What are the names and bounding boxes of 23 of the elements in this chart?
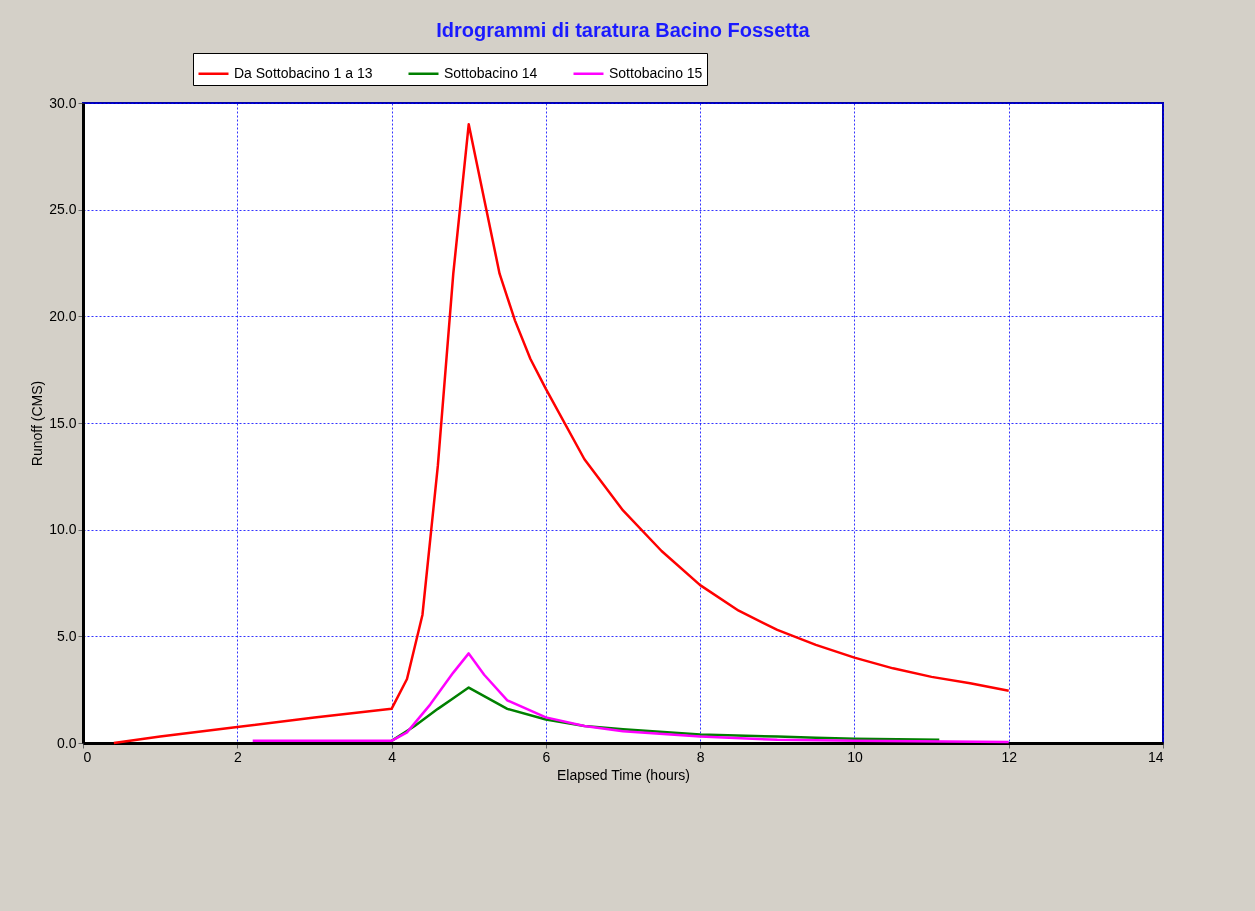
x-tick-label: 8 — [696, 748, 705, 765]
x-tick-label: 6 — [542, 748, 551, 765]
x-tick-label: 2 — [233, 748, 242, 765]
y-tick-label: 5.0 — [57, 627, 77, 644]
y-tick-label: 10.0 — [49, 521, 77, 538]
y-tick-label: 30.0 — [49, 94, 77, 111]
y-tick-label: 0.0 — [57, 734, 77, 751]
legend-label: Sottobacino 14 — [444, 64, 538, 81]
x-tick-label: 0 — [83, 748, 92, 765]
x-tick-label: 4 — [388, 748, 397, 765]
line-series — [112, 123, 1010, 745]
legend-label: Sottobacino 15 — [609, 64, 703, 81]
chart-title: Idrogrammi di taratura Bacino Fossetta — [436, 18, 811, 41]
x-tick-label: 14 — [1147, 748, 1164, 765]
x-tick-label: 12 — [1001, 748, 1018, 765]
x-tick-label: 10 — [847, 748, 863, 765]
x-axis-title: Elapsed Time (hours) — [556, 766, 691, 783]
line-series — [251, 652, 1010, 744]
y-axis-title: Runoff (CMS) — [29, 380, 46, 467]
legend-label: Da Sottobacino 1 a 13 — [234, 64, 373, 81]
y-tick-label: 15.0 — [49, 414, 77, 431]
y-tick-label: 25.0 — [49, 201, 77, 218]
y-tick-label: 20.0 — [49, 307, 77, 324]
